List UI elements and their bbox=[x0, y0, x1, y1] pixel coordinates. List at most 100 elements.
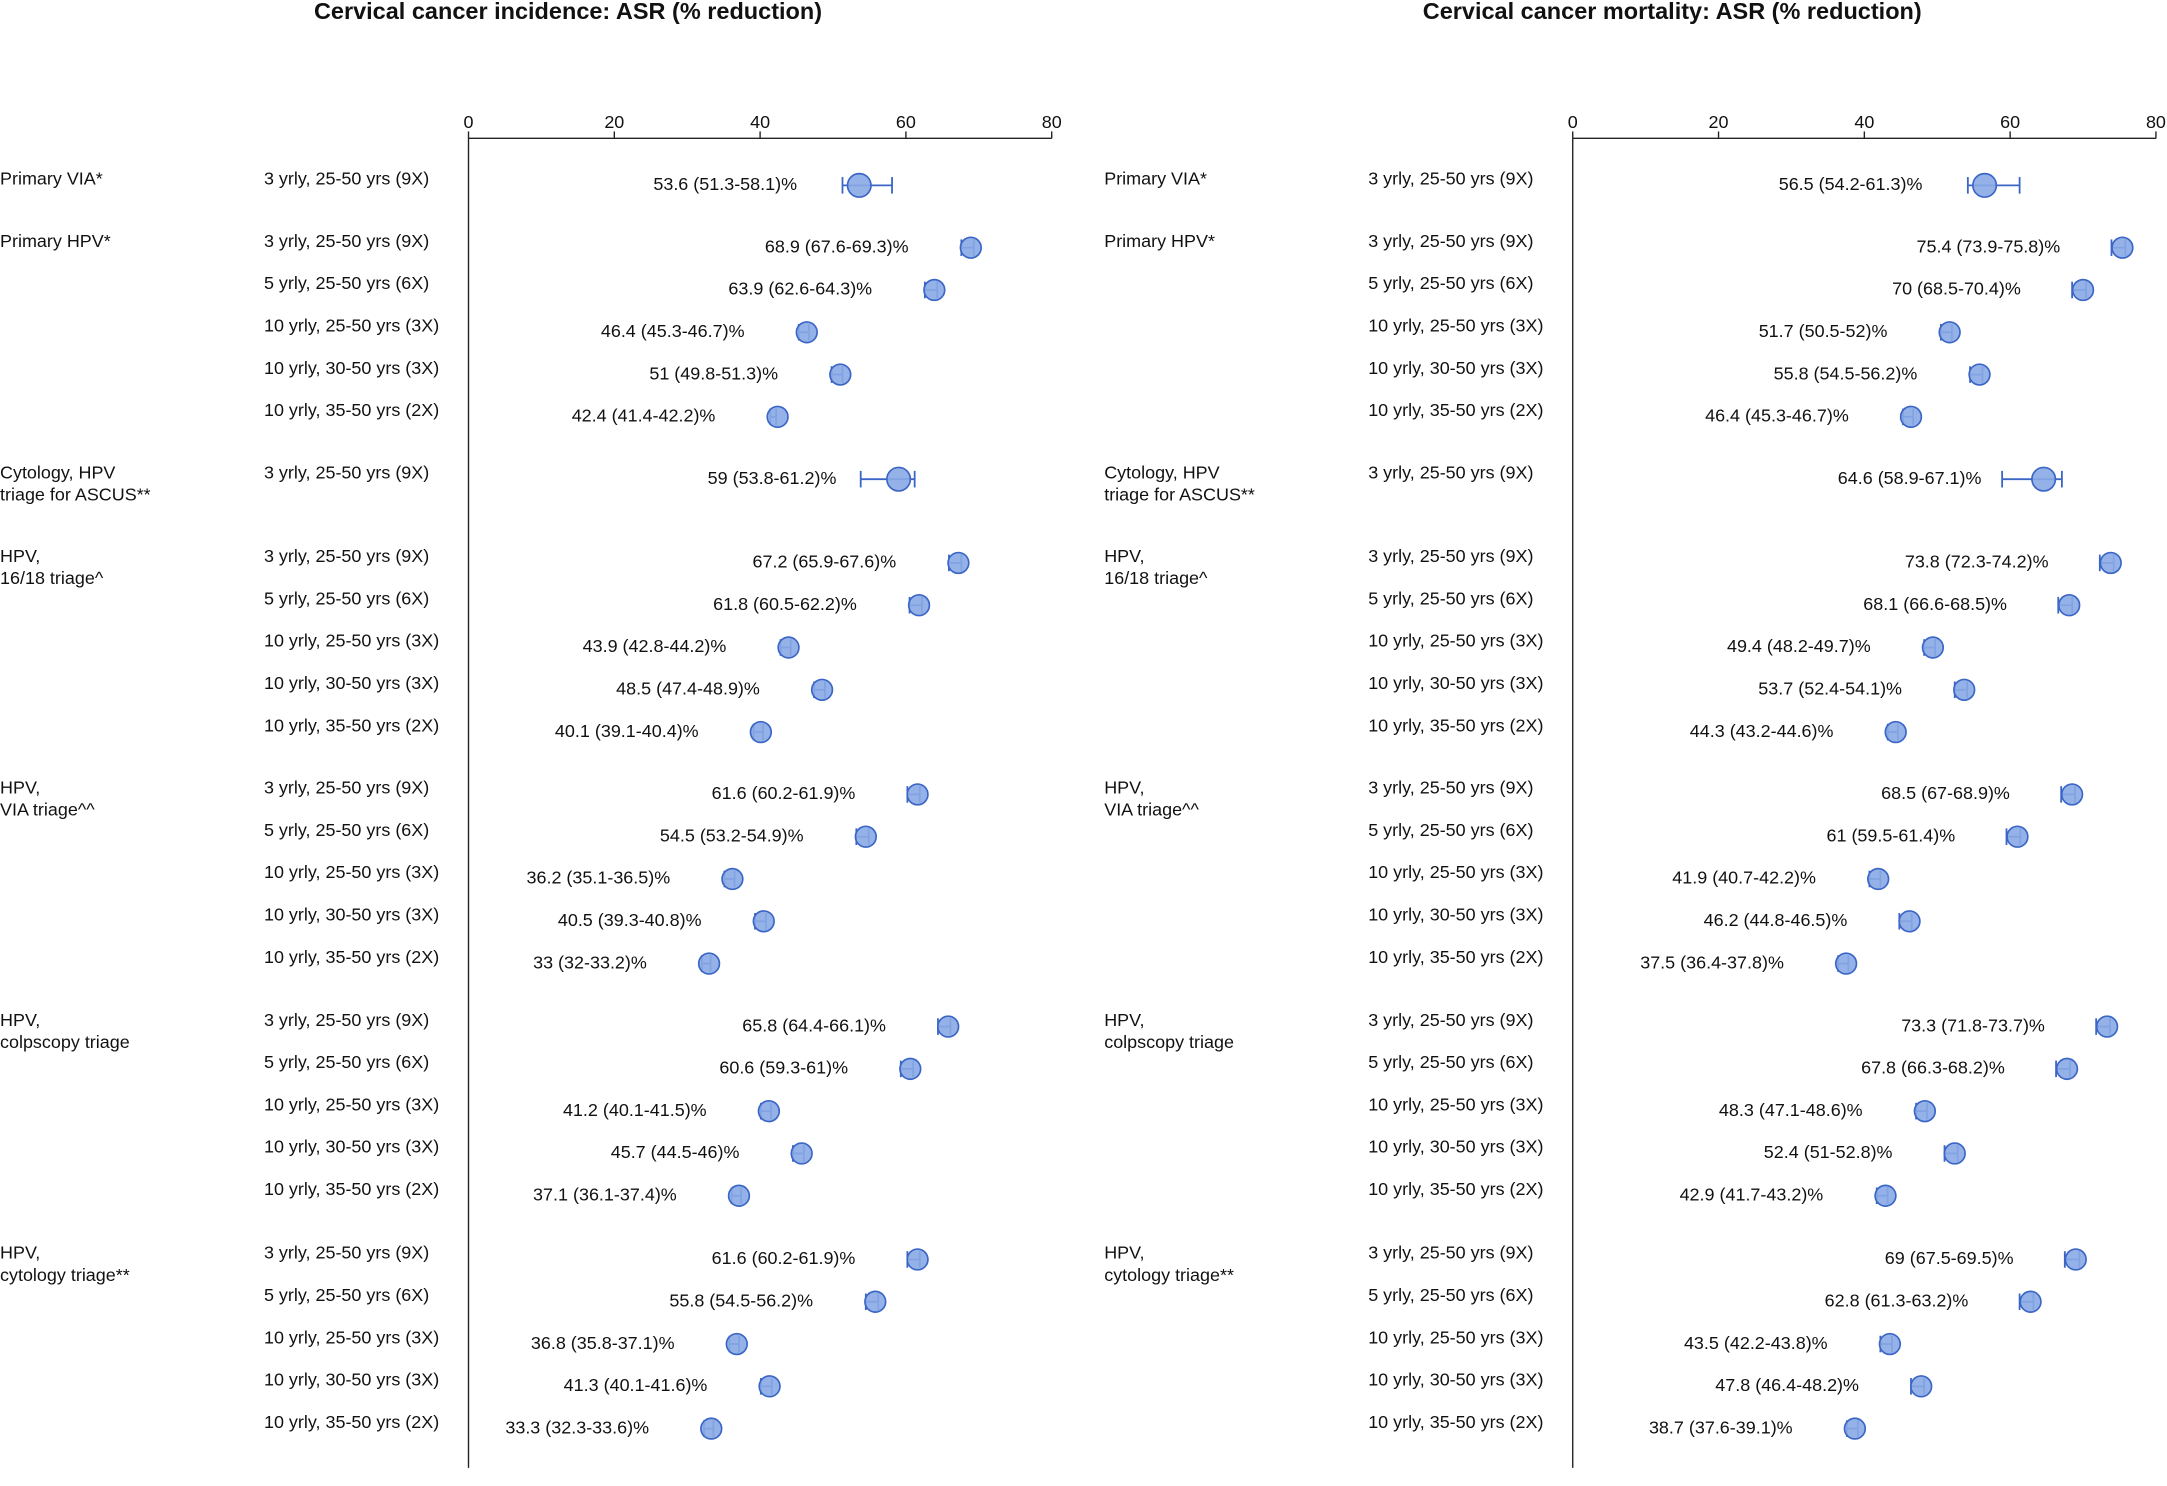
x-tick-label: 80 bbox=[2146, 112, 2166, 132]
value-label: 61.6 (60.2-61.9)% bbox=[712, 1248, 856, 1268]
category-label: 5 yrly, 25-50 yrs (6X) bbox=[1368, 273, 1533, 293]
category-label: 10 yrly, 25-50 yrs (3X) bbox=[1368, 1094, 1543, 1114]
group-label: HPV, bbox=[1104, 778, 1144, 798]
value-label: 69 (67.5-69.5)% bbox=[1885, 1248, 2014, 1268]
point bbox=[899, 1057, 922, 1081]
group-label: Primary HPV* bbox=[1104, 231, 1215, 251]
point bbox=[886, 466, 912, 492]
category-label: 10 yrly, 35-50 yrs (2X) bbox=[264, 1179, 439, 1199]
category-label: 5 yrly, 25-50 yrs (6X) bbox=[264, 820, 429, 840]
value-label: 51.7 (50.5-52)% bbox=[1759, 321, 1888, 341]
category-label: 3 yrly, 25-50 yrs (9X) bbox=[264, 1243, 429, 1263]
category-label: 3 yrly, 25-50 yrs (9X) bbox=[1368, 169, 1533, 189]
point bbox=[854, 825, 878, 848]
category-label: 10 yrly, 25-50 yrs (3X) bbox=[1368, 315, 1543, 335]
value-label: 73.3 (71.8-73.7)% bbox=[1901, 1015, 2045, 1035]
category-label: 10 yrly, 25-50 yrs (3X) bbox=[264, 862, 439, 882]
value-label: 46.4 (45.3-46.7)% bbox=[601, 321, 745, 341]
category-label: 10 yrly, 25-50 yrs (3X) bbox=[1368, 1327, 1543, 1347]
category-label: 3 yrly, 25-50 yrs (9X) bbox=[1368, 546, 1533, 566]
point bbox=[906, 1248, 929, 1271]
point bbox=[1910, 1375, 1933, 1398]
point bbox=[700, 1417, 723, 1440]
category-label: 3 yrly, 25-50 yrs (9X) bbox=[1368, 462, 1533, 482]
category-label: 10 yrly, 30-50 yrs (3X) bbox=[1368, 358, 1543, 378]
group-label: VIA triage^^ bbox=[1104, 800, 1199, 820]
value-label: 54.5 (53.2-54.9)% bbox=[660, 825, 804, 845]
category-label: 10 yrly, 25-50 yrs (3X) bbox=[1368, 862, 1543, 882]
point bbox=[2031, 466, 2057, 492]
category-label: 10 yrly, 30-50 yrs (3X) bbox=[1368, 673, 1543, 693]
category-label: 3 yrly, 25-50 yrs (9X) bbox=[264, 1010, 429, 1030]
category-label: 10 yrly, 30-50 yrs (3X) bbox=[264, 358, 439, 378]
point bbox=[2060, 783, 2084, 806]
category-label: 5 yrly, 25-50 yrs (6X) bbox=[1368, 1285, 1533, 1305]
value-label: 68.1 (66.6-68.5)% bbox=[1863, 594, 2007, 614]
group-label: triage for ASCUS** bbox=[0, 485, 151, 505]
value-label: 61.6 (60.2-61.9)% bbox=[712, 783, 856, 803]
point bbox=[2071, 278, 2095, 302]
category-label: 10 yrly, 35-50 yrs (2X) bbox=[264, 400, 439, 420]
x-tick-label: 0 bbox=[464, 112, 474, 132]
value-label: 49.4 (48.2-49.7)% bbox=[1727, 636, 1871, 656]
chart-title: Cervical cancer incidence: ASR (% reduct… bbox=[314, 0, 822, 24]
point bbox=[1898, 910, 1921, 933]
point bbox=[757, 1099, 781, 1123]
point bbox=[697, 952, 721, 975]
point bbox=[2111, 236, 2134, 259]
value-label: 68.5 (67-68.9)% bbox=[1881, 783, 2010, 803]
point bbox=[1953, 678, 1976, 701]
category-label: 10 yrly, 35-50 yrs (2X) bbox=[1368, 400, 1543, 420]
point bbox=[725, 1332, 748, 1356]
value-label: 48.3 (47.1-48.6)% bbox=[1719, 1100, 1863, 1120]
category-label: 3 yrly, 25-50 yrs (9X) bbox=[264, 169, 429, 189]
category-label: 10 yrly, 35-50 yrs (2X) bbox=[1368, 715, 1543, 735]
value-label: 43.5 (42.2-43.8)% bbox=[1684, 1333, 1828, 1353]
category-label: 10 yrly, 35-50 yrs (2X) bbox=[1368, 947, 1543, 967]
value-label: 52.4 (51-52.8)% bbox=[1764, 1142, 1893, 1162]
category-label: 3 yrly, 25-50 yrs (9X) bbox=[1368, 1010, 1533, 1030]
point bbox=[810, 678, 834, 701]
value-label: 33 (32-33.2)% bbox=[533, 952, 647, 972]
value-label: 53.6 (51.3-58.1)% bbox=[653, 174, 797, 194]
point bbox=[2019, 1290, 2042, 1313]
point bbox=[1884, 720, 1907, 744]
point bbox=[907, 594, 931, 617]
value-label: 36.8 (35.8-37.1)% bbox=[531, 1333, 675, 1353]
category-label: 3 yrly, 25-50 yrs (9X) bbox=[1368, 231, 1533, 251]
value-label: 46.4 (45.3-46.7)% bbox=[1705, 406, 1849, 426]
point bbox=[2055, 1057, 2079, 1081]
value-label: 55.8 (54.5-56.2)% bbox=[669, 1290, 813, 1310]
category-label: 3 yrly, 25-50 yrs (9X) bbox=[264, 462, 429, 482]
point bbox=[1899, 405, 1923, 429]
x-tick-label: 60 bbox=[896, 112, 916, 132]
group-label: colpscopy triage bbox=[1104, 1032, 1234, 1052]
category-label: 10 yrly, 30-50 yrs (3X) bbox=[1368, 1370, 1543, 1390]
value-label: 68.9 (67.6-69.3)% bbox=[765, 236, 909, 256]
point bbox=[727, 1184, 751, 1207]
group-label: HPV, bbox=[0, 546, 40, 566]
value-label: 40.5 (39.3-40.8)% bbox=[558, 910, 702, 930]
category-label: 10 yrly, 35-50 yrs (2X) bbox=[264, 1412, 439, 1432]
value-label: 59 (53.8-61.2)% bbox=[708, 468, 837, 488]
point bbox=[923, 278, 946, 302]
category-label: 3 yrly, 25-50 yrs (9X) bbox=[1368, 1243, 1533, 1263]
point bbox=[721, 867, 744, 891]
group-label: HPV, bbox=[1104, 1243, 1144, 1263]
point bbox=[1943, 1142, 1966, 1165]
category-label: 10 yrly, 25-50 yrs (3X) bbox=[264, 1327, 439, 1347]
point bbox=[947, 551, 970, 575]
category-label: 10 yrly, 30-50 yrs (3X) bbox=[1368, 1137, 1543, 1157]
point bbox=[1913, 1099, 1937, 1123]
value-label: 64.6 (58.9-67.1)% bbox=[1838, 468, 1982, 488]
point bbox=[864, 1290, 887, 1313]
category-label: 10 yrly, 30-50 yrs (3X) bbox=[264, 673, 439, 693]
category-label: 5 yrly, 25-50 yrs (6X) bbox=[1368, 1052, 1533, 1072]
value-label: 48.5 (47.4-48.9)% bbox=[616, 679, 760, 699]
category-label: 3 yrly, 25-50 yrs (9X) bbox=[264, 778, 429, 798]
value-label: 42.9 (41.7-43.2)% bbox=[1680, 1184, 1824, 1204]
x-tick-label: 20 bbox=[1709, 112, 1729, 132]
point bbox=[752, 910, 775, 933]
value-label: 33.3 (32.3-33.6)% bbox=[505, 1417, 649, 1437]
